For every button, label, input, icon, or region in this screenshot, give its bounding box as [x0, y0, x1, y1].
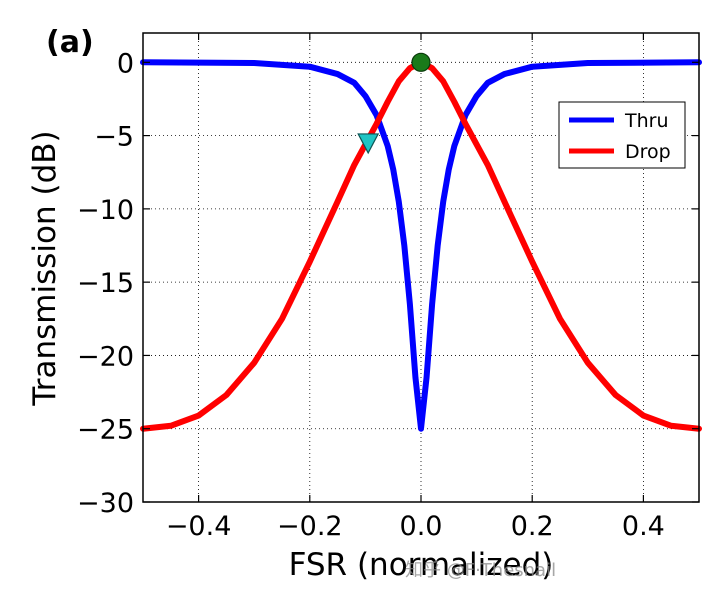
y-tick-label: −5 [94, 122, 134, 153]
peak-marker [411, 52, 431, 72]
marker-layer [357, 52, 431, 155]
x-axis-label: FSR (normalized) [289, 547, 554, 583]
axis-ticks: −0.4 −0.2 0.0 0.2 0.4 0 −5 −10 −15 −20 −25 −30 [77, 33, 699, 542]
series-line-thru [140, 59, 702, 432]
legend-label-thru: Thru [624, 110, 669, 132]
legend-box [558, 101, 686, 169]
y-tick-label: −10 [77, 195, 134, 226]
x-tick-label: −0.2 [277, 511, 343, 542]
x-tick-label: 0.4 [622, 511, 665, 542]
watermark-text: 知乎 @F·Thesnail [405, 560, 556, 581]
y-tick-label: −25 [77, 415, 134, 446]
y-tick-label: −30 [77, 488, 134, 519]
x-tick-label: −0.4 [166, 511, 232, 542]
y-tick-label: −15 [77, 268, 134, 299]
triangle-marker [357, 133, 380, 155]
y-tick-label: 0 [117, 48, 134, 79]
panel-label: (a) [46, 25, 94, 60]
x-tick-label: 0.0 [400, 511, 443, 542]
legend-label-drop: Drop [625, 141, 671, 163]
y-axis-label: Transmission (dB) [27, 130, 63, 406]
y-tick-label: −20 [77, 341, 134, 372]
x-tick-label: 0.2 [511, 511, 554, 542]
legend: Thru Drop [558, 101, 686, 169]
